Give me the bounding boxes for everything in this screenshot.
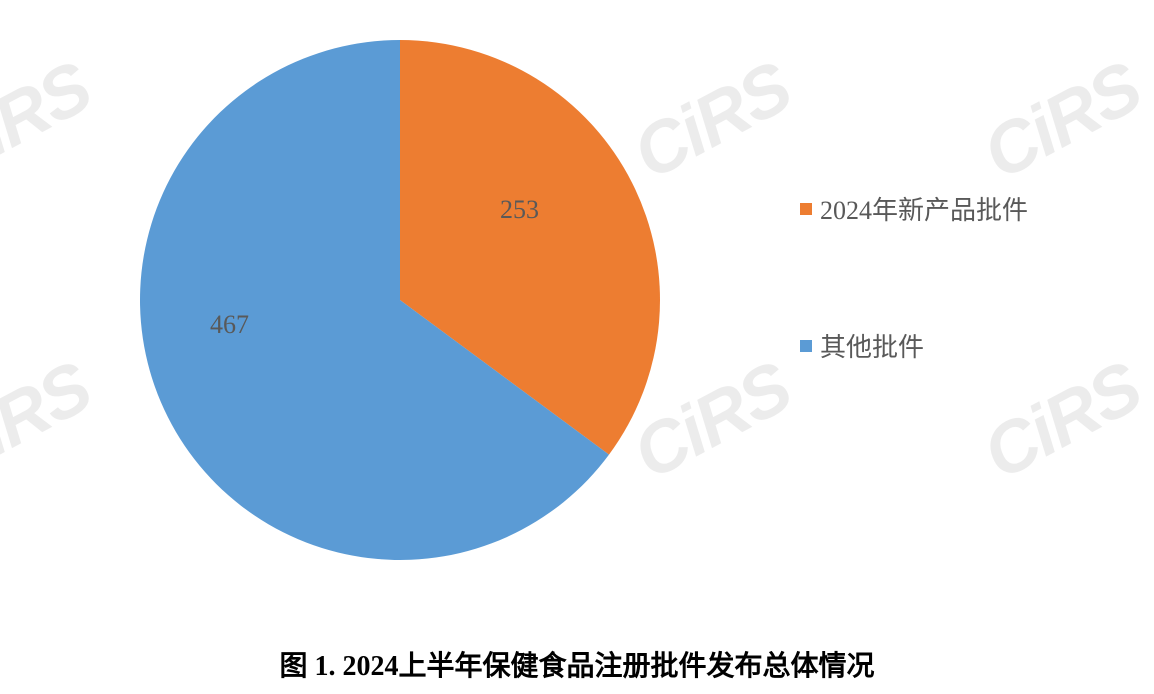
watermark-text: CiRS — [0, 46, 104, 195]
pie-svg — [120, 20, 680, 580]
legend-item-new-products: 2024年新产品批件 — [800, 190, 1028, 227]
slice-value-other: 467 — [210, 310, 249, 340]
legend-item-other: 其他批件 — [800, 327, 1028, 364]
pie-chart — [120, 20, 680, 580]
chart-caption: 图 1. 2024上半年保健食品注册批件发布总体情况 — [0, 644, 1154, 684]
watermark-text: CiRS — [970, 346, 1153, 495]
chart-container: CiRSCiRSCiRSCiRSCiRSCiRSCiRSCiRS 253 467… — [0, 0, 1154, 694]
legend-label: 2024年新产品批件 — [820, 190, 1028, 227]
legend-label: 其他批件 — [820, 327, 924, 364]
legend-marker-icon — [800, 340, 812, 352]
legend-marker-icon — [800, 203, 812, 215]
slice-value-new-products: 253 — [500, 195, 539, 225]
legend: 2024年新产品批件 其他批件 — [800, 190, 1028, 364]
watermark-text: CiRS — [0, 346, 104, 495]
watermark-text: CiRS — [970, 46, 1153, 195]
